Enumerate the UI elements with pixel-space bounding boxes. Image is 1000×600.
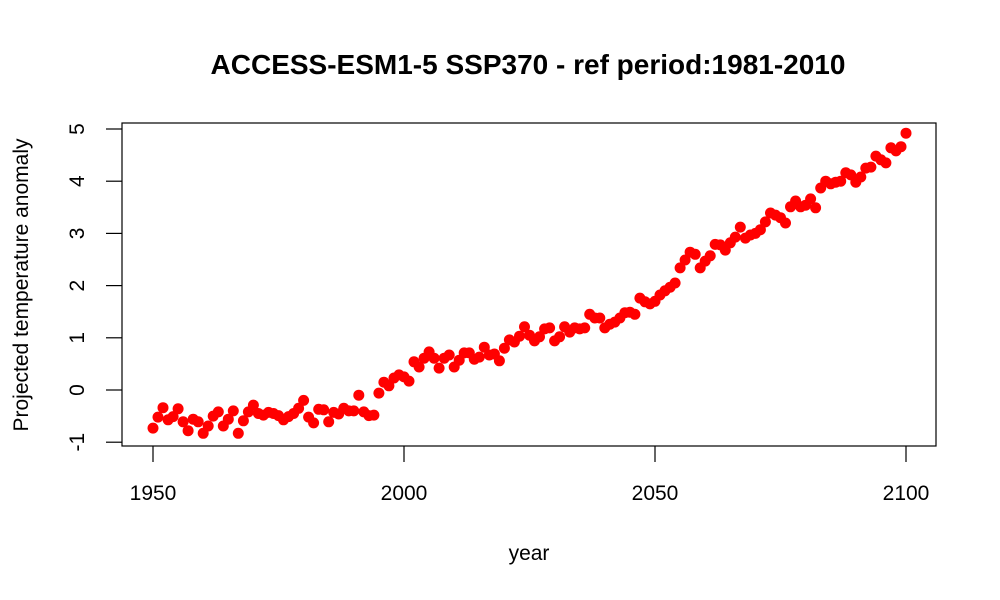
x-tick-label: 2000 (381, 482, 428, 505)
data-point (323, 416, 335, 428)
y-axis-label: Projected temperature anomaly (10, 138, 33, 431)
data-point (729, 231, 741, 243)
data-point (754, 224, 766, 236)
data-point (157, 402, 169, 414)
data-point (895, 141, 907, 153)
data-point (805, 193, 817, 205)
x-axis: 1950 2000 2050 2100 (130, 446, 930, 505)
data-point (900, 127, 912, 139)
data-point (544, 322, 556, 334)
data-point (167, 411, 179, 423)
data-point (298, 394, 310, 406)
data-point (780, 217, 791, 229)
data-point (373, 387, 385, 399)
y-tick-label: 0 (66, 384, 89, 396)
data-point (629, 308, 641, 320)
data-point (855, 171, 867, 183)
x-axis-label: year (509, 542, 550, 565)
data-point (172, 403, 184, 415)
data-point (514, 330, 525, 342)
data-point (177, 416, 189, 428)
data-point (865, 161, 877, 173)
data-point (759, 216, 771, 228)
data-point (493, 355, 505, 367)
y-tick-label: -1 (66, 433, 89, 452)
data-point (212, 406, 224, 418)
x-tick-label: 2050 (632, 482, 679, 505)
data-point (498, 342, 510, 354)
data-point (348, 405, 360, 417)
y-tick-label: 1 (66, 332, 89, 344)
plot-frame (121, 122, 937, 447)
data-point (413, 361, 425, 373)
data-point (147, 422, 159, 434)
data-point (368, 409, 380, 421)
data-point (232, 427, 244, 439)
data-point (227, 405, 239, 417)
data-point (237, 415, 249, 427)
data-point (473, 351, 485, 363)
data-point (734, 221, 746, 233)
data-points (147, 127, 912, 439)
y-axis: -1 0 1 2 3 4 5 (66, 123, 122, 452)
data-point (689, 248, 701, 260)
data-point (704, 250, 716, 262)
data-point (674, 262, 686, 274)
x-tick-label: 1950 (130, 482, 177, 505)
data-point (478, 341, 490, 353)
data-point (579, 322, 591, 334)
data-point (403, 375, 415, 387)
data-point (594, 312, 606, 324)
data-point (443, 349, 455, 361)
data-point (679, 254, 691, 266)
chart-title: ACCESS-ESM1-5 SSP370 - ref period:1981-2… (211, 49, 846, 80)
data-point (308, 417, 320, 429)
data-point (428, 352, 440, 364)
data-point (318, 404, 330, 416)
y-tick-label: 2 (66, 280, 89, 292)
data-point (554, 331, 566, 343)
data-point (202, 420, 214, 432)
data-point (353, 389, 365, 401)
y-tick-label: 5 (66, 123, 89, 135)
data-point (293, 402, 305, 414)
data-point (433, 362, 445, 374)
data-point (152, 411, 164, 423)
x-tick-label: 2100 (883, 482, 930, 505)
data-point (534, 331, 545, 343)
y-tick-label: 4 (66, 175, 89, 187)
data-point (383, 380, 395, 392)
y-tick-label: 3 (66, 228, 89, 240)
data-point (519, 321, 530, 333)
data-point (182, 425, 194, 437)
data-point (835, 175, 847, 187)
data-point (192, 416, 204, 428)
data-point (222, 413, 234, 425)
data-point (880, 157, 892, 169)
data-point (810, 202, 822, 214)
data-point (247, 399, 259, 411)
data-point (669, 277, 681, 289)
